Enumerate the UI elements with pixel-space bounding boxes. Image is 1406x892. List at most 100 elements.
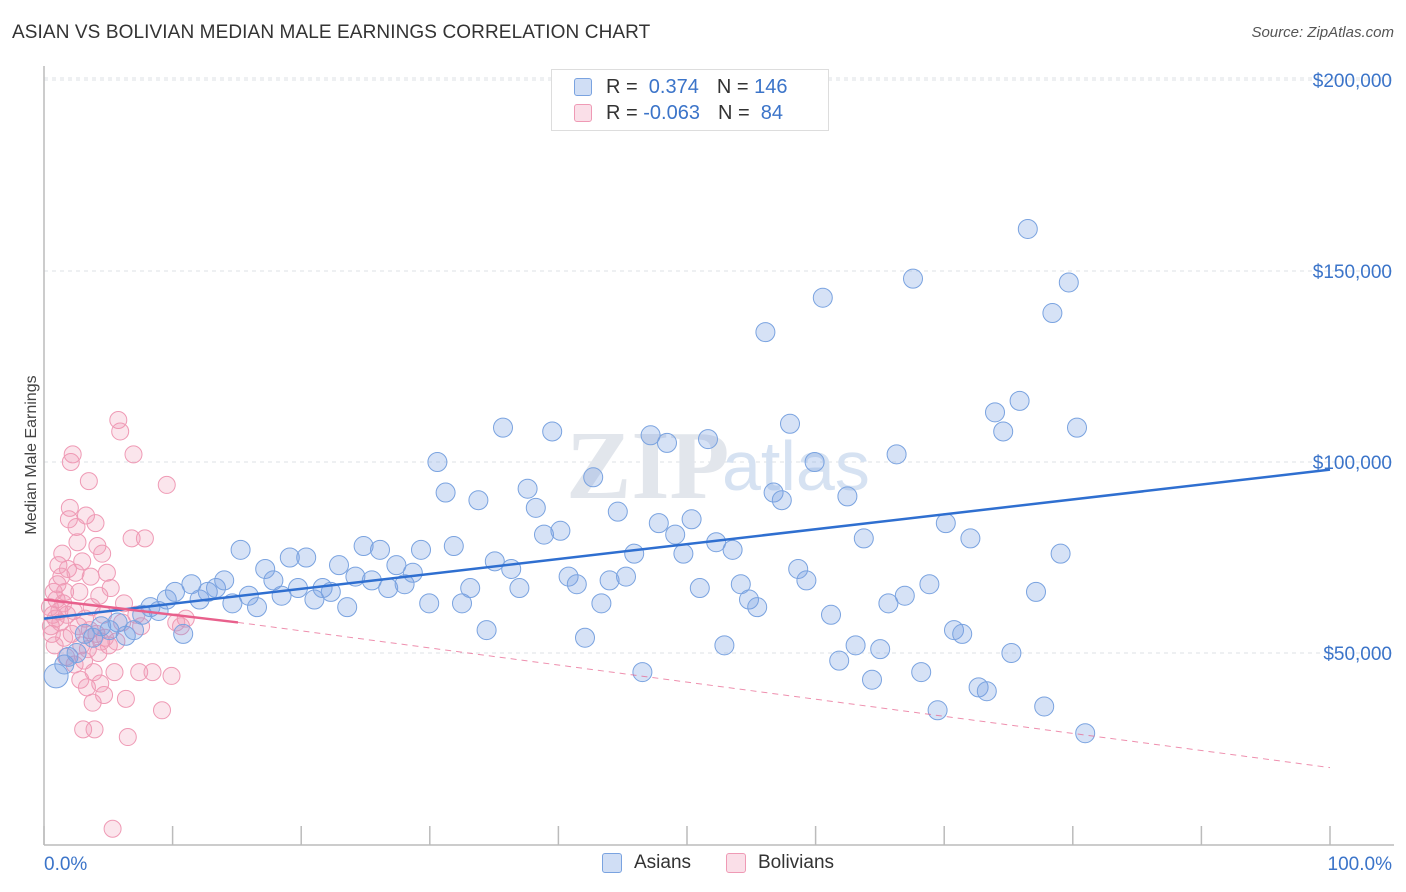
asian-point bbox=[411, 539, 431, 560]
asian-point bbox=[714, 635, 735, 656]
asian-point bbox=[43, 663, 69, 689]
legend-n-label: N = bbox=[716, 75, 755, 98]
x-tick-label: 100.0% bbox=[1328, 854, 1393, 875]
asian-point bbox=[788, 558, 809, 579]
bolivian-point bbox=[85, 720, 104, 739]
y-tick-label: $200,000 bbox=[1313, 71, 1392, 92]
bolivian-point bbox=[101, 579, 120, 598]
bolivian-point bbox=[63, 445, 82, 464]
bolivian-point bbox=[68, 533, 87, 552]
bolivian-point bbox=[124, 445, 143, 464]
asian-point bbox=[607, 501, 628, 522]
asian-point bbox=[853, 528, 874, 549]
asian-point bbox=[296, 547, 317, 568]
asian-point bbox=[985, 402, 1005, 423]
bolivian-point bbox=[73, 552, 92, 571]
asian-point bbox=[304, 589, 325, 610]
bolivian-swatch-icon bbox=[574, 104, 592, 122]
asian-point bbox=[1001, 643, 1022, 663]
asian-point bbox=[525, 497, 546, 518]
asian-point bbox=[550, 520, 571, 541]
asian-point bbox=[624, 543, 645, 564]
asian-point bbox=[452, 593, 472, 614]
asian-point bbox=[476, 620, 497, 641]
bottom-legend-asians-label: Asians bbox=[634, 852, 692, 873]
bolivian-point bbox=[105, 663, 124, 682]
asian-point bbox=[673, 543, 694, 564]
bolivian-point bbox=[103, 819, 122, 838]
bolivian-point bbox=[111, 422, 130, 441]
bolivian-point bbox=[79, 472, 98, 491]
asian-point bbox=[99, 620, 120, 641]
asian-point bbox=[845, 635, 866, 656]
bolivian-point bbox=[81, 567, 100, 586]
axes bbox=[43, 66, 1394, 846]
asian-point bbox=[976, 681, 997, 702]
asian-point bbox=[812, 287, 833, 308]
asian-point bbox=[353, 536, 374, 557]
asian-point bbox=[337, 597, 358, 618]
asian-point bbox=[378, 578, 399, 599]
bolivian-point bbox=[77, 506, 95, 525]
asian-point bbox=[1067, 417, 1087, 438]
asian-point bbox=[919, 574, 940, 595]
asian-point bbox=[952, 623, 973, 644]
asian-point bbox=[747, 597, 768, 618]
asian-point bbox=[1075, 723, 1096, 744]
asian-point bbox=[657, 432, 677, 453]
bolivian-legend-icon bbox=[726, 853, 746, 873]
asian-point bbox=[124, 620, 144, 641]
bolivian-point bbox=[162, 666, 181, 685]
asian-point bbox=[517, 478, 538, 499]
bolivian-point bbox=[56, 582, 75, 601]
asian-point bbox=[632, 662, 653, 683]
watermark-atlas: atlas bbox=[722, 427, 870, 505]
bolivian-point bbox=[176, 609, 195, 628]
bolivian-point bbox=[45, 636, 64, 655]
asian-point bbox=[263, 570, 284, 591]
asian-point bbox=[894, 585, 915, 606]
bolivian-point bbox=[60, 498, 79, 517]
asian-points bbox=[43, 218, 1096, 744]
bolivian-point bbox=[122, 529, 141, 548]
asian-point bbox=[730, 574, 751, 595]
source-label: Source: ZipAtlas.com bbox=[1251, 24, 1394, 41]
asian-point bbox=[665, 524, 686, 545]
bolivian-point bbox=[95, 686, 114, 705]
bolivian-point bbox=[135, 529, 154, 548]
bolivian-point bbox=[89, 644, 108, 662]
asian-point bbox=[722, 539, 743, 560]
asian-point bbox=[279, 547, 300, 568]
legend-r-value: 0.374 bbox=[643, 75, 699, 98]
asian-point bbox=[255, 558, 276, 579]
asian-point bbox=[739, 589, 759, 610]
bolivian-point bbox=[71, 670, 90, 689]
trend-lines bbox=[43, 468, 1331, 769]
asian-point bbox=[583, 467, 604, 488]
bolivian-point bbox=[143, 663, 162, 682]
asian-point bbox=[681, 509, 702, 530]
asian-point bbox=[435, 482, 456, 503]
asian-point bbox=[599, 570, 620, 591]
bolivian-point bbox=[157, 475, 176, 494]
asian-point bbox=[1042, 303, 1063, 324]
asian-point bbox=[804, 452, 825, 472]
bolivian-point bbox=[66, 563, 85, 582]
chart-title: ASIAN VS BOLIVIAN MEDIAN MALE EARNINGS C… bbox=[12, 22, 651, 43]
asian-point bbox=[575, 627, 595, 648]
asian-point bbox=[443, 536, 464, 557]
asian-point bbox=[394, 574, 415, 595]
asian-point bbox=[468, 490, 489, 511]
asian-point bbox=[616, 566, 636, 587]
asian-legend-icon bbox=[602, 853, 622, 873]
bolivian-point bbox=[130, 663, 149, 682]
asian-point bbox=[862, 669, 882, 690]
asian-point bbox=[755, 322, 776, 343]
asian-point bbox=[181, 574, 202, 595]
asian-point bbox=[780, 413, 800, 434]
legend-r-label: R = bbox=[606, 101, 644, 124]
asian-point bbox=[329, 555, 349, 576]
asian-point bbox=[501, 558, 522, 579]
asian-point bbox=[542, 421, 563, 442]
